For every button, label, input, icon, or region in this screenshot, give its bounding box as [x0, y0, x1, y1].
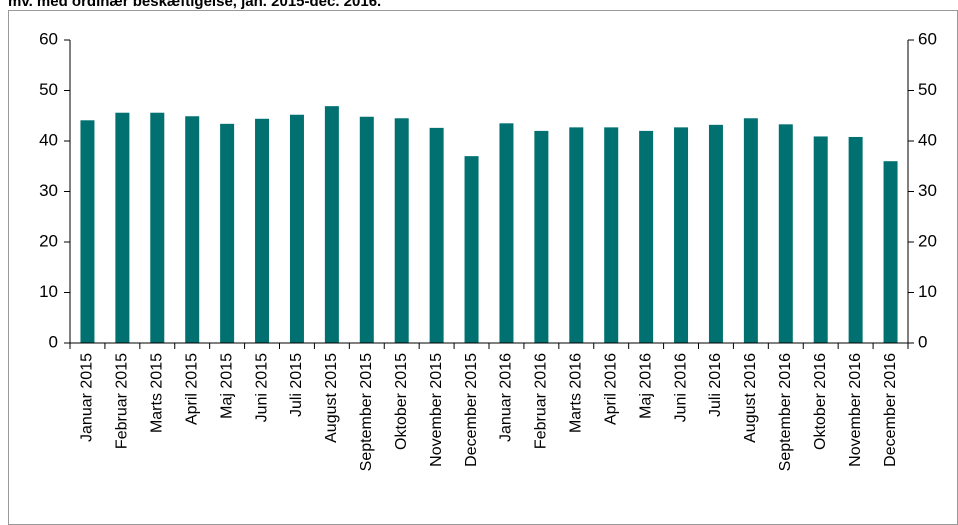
bar — [324, 106, 339, 343]
x-tick-label: Februar 2016 — [533, 353, 550, 449]
x-tick-label: Februar 2015 — [114, 353, 131, 449]
bar — [464, 156, 479, 343]
bar — [429, 127, 444, 344]
x-tick-label: August 2015 — [323, 353, 340, 443]
y-tick-label: 50 — [39, 80, 58, 99]
x-tick-label: April 2016 — [602, 353, 619, 425]
y-tick-label: 10 — [39, 282, 58, 301]
x-tick-label: Juli 2015 — [288, 353, 305, 417]
bar — [708, 124, 723, 343]
x-tick-label: August 2016 — [742, 353, 759, 443]
bar — [255, 118, 270, 343]
y2-tick-label: 60 — [918, 29, 937, 48]
bar — [813, 136, 828, 343]
x-tick-label: Juni 2015 — [253, 353, 270, 422]
y2-tick-label: 20 — [918, 231, 937, 250]
bar — [569, 127, 584, 344]
x-tick-label: Oktober 2016 — [812, 353, 829, 450]
x-tick-label: Marts 2015 — [149, 353, 166, 433]
bar — [150, 112, 165, 343]
x-tick-label: December 2015 — [463, 353, 480, 467]
bar — [499, 123, 514, 343]
bar — [848, 136, 863, 343]
bar — [359, 116, 374, 343]
bar — [674, 127, 689, 344]
bar — [604, 127, 619, 344]
x-tick-label: Marts 2016 — [568, 353, 585, 433]
x-tick-label: November 2015 — [428, 353, 445, 467]
y-tick-label: 30 — [39, 181, 58, 200]
bar — [220, 123, 235, 343]
y-tick-label: 20 — [39, 231, 58, 250]
y-tick-label: 40 — [39, 130, 58, 149]
bar — [115, 112, 130, 343]
chart-title: mv. med ordinær beskæftigelse, jan. 2015… — [8, 0, 381, 10]
y2-tick-label: 10 — [918, 282, 937, 301]
bar — [289, 114, 304, 344]
bar — [639, 130, 654, 343]
bar — [185, 116, 200, 343]
bar — [778, 124, 793, 344]
y-tick-label: 60 — [39, 29, 58, 48]
x-tick-label: Maj 2015 — [218, 353, 235, 419]
x-tick-label: Juli 2016 — [707, 353, 724, 417]
x-tick-label: Maj 2016 — [637, 353, 654, 419]
x-tick-label: Oktober 2015 — [393, 353, 410, 450]
y2-tick-label: 40 — [918, 130, 937, 149]
bar — [394, 118, 409, 344]
bar — [883, 161, 898, 343]
y2-tick-label: 50 — [918, 80, 937, 99]
x-tick-label: Januar 2016 — [498, 353, 515, 442]
x-tick-label: April 2015 — [183, 353, 200, 425]
y-tick-label: 0 — [49, 332, 58, 351]
x-tick-label: November 2016 — [847, 353, 864, 467]
x-tick-label: Januar 2015 — [79, 353, 96, 442]
bar — [743, 118, 758, 344]
y2-tick-label: 0 — [918, 332, 927, 351]
x-tick-label: September 2015 — [358, 353, 375, 471]
x-tick-label: Juni 2016 — [672, 353, 689, 422]
x-tick-label: September 2016 — [777, 353, 794, 471]
y2-tick-label: 30 — [918, 181, 937, 200]
bar — [80, 120, 95, 343]
bar — [534, 130, 549, 343]
x-tick-label: December 2016 — [882, 353, 899, 467]
